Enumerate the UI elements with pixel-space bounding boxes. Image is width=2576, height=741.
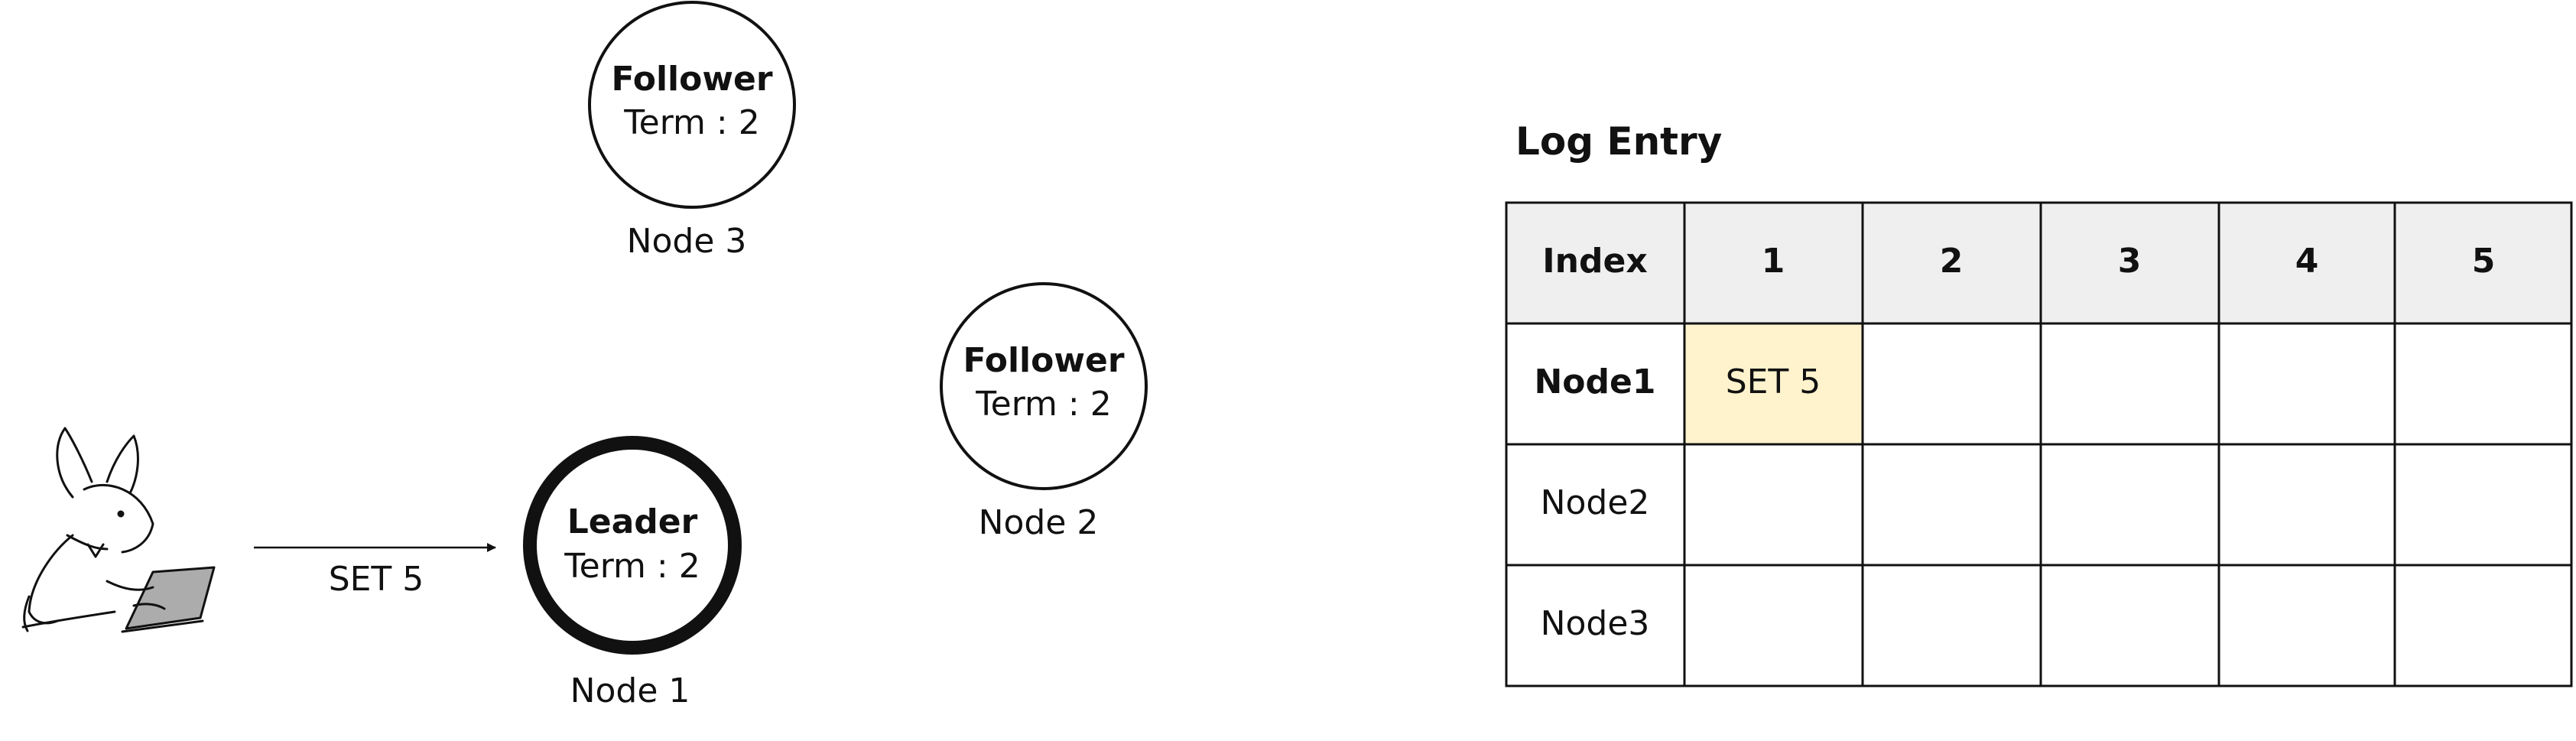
node-3-term: Term : 2: [623, 103, 759, 142]
log-entry-title: Log Entry: [1515, 119, 1722, 164]
node-1-circle: [523, 436, 742, 655]
log-header-index: Index: [1542, 242, 1647, 281]
log-header-3: 3: [2118, 242, 2142, 281]
rabbit-with-laptop-icon: [21, 427, 216, 633]
node-1-role: Leader: [567, 502, 698, 541]
log-cell-node1-1-bg: [1684, 323, 1863, 444]
client-request-label: SET 5: [329, 560, 424, 599]
node-2-circle: [940, 282, 1148, 490]
node-3: Follower Term : 2 Node 3: [588, 1, 796, 261]
log-row-node2: Node2: [1541, 483, 1650, 522]
node-1-term: Term : 2: [564, 547, 700, 586]
node-3-circle: [588, 1, 796, 209]
log-row-node3: Node3: [1541, 604, 1650, 643]
node-3-name: Node 3: [627, 222, 747, 261]
log-row-node1: Node1: [1534, 362, 1655, 401]
log-header-5: 5: [2472, 242, 2496, 281]
node-3-role: Follower: [611, 60, 772, 99]
log-header-2: 2: [1940, 242, 1964, 281]
node-1: Leader Term : 2 Node 1: [523, 436, 742, 710]
log-table: Index 1 2 3 4 5 Node1 Node2 Node3 SET 5: [1505, 201, 2573, 687]
node-2: Follower Term : 2 Node 2: [940, 282, 1148, 542]
node-2-role: Follower: [963, 341, 1124, 380]
log-header-4: 4: [2295, 242, 2319, 281]
node-1-name: Node 1: [570, 671, 690, 710]
node-2-term: Term : 2: [975, 385, 1111, 424]
node-2-name: Node 2: [979, 503, 1099, 542]
log-cell-node1-1: SET 5: [1726, 362, 1821, 401]
log-header-1: 1: [1762, 242, 1785, 281]
log-header-row: [1506, 203, 2571, 323]
